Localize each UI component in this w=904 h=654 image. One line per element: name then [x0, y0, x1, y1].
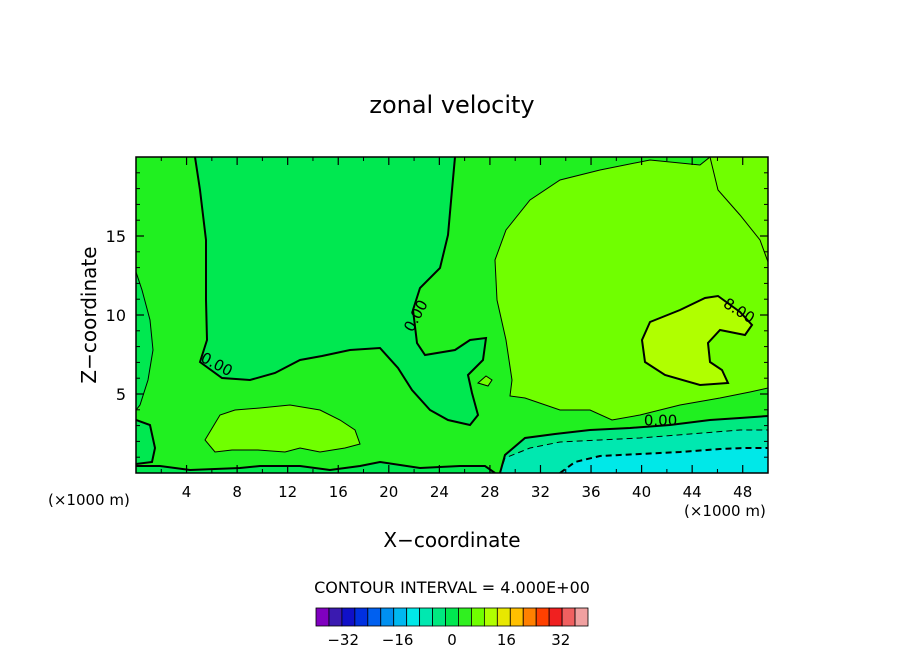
x-tick-label: 12	[278, 483, 297, 501]
colorbar-swatch	[522, 607, 537, 627]
x-tick-label: 48	[733, 483, 752, 501]
colorbar-swatch	[393, 607, 408, 627]
contour-lines	[136, 157, 768, 473]
colorbar-swatch	[406, 607, 421, 627]
colorbar-swatch	[419, 607, 433, 627]
contour-line-four-upper	[709, 157, 768, 263]
colorbar-swatch	[458, 607, 472, 627]
contour-label: 0.00	[644, 412, 677, 430]
x-units-label-right: (×1000 m)	[684, 502, 766, 520]
y-axis-label: Z−coordinate	[77, 246, 101, 383]
x-tick-label: 32	[531, 483, 550, 501]
colorbar-swatch	[341, 607, 356, 627]
x-tick-label: 40	[632, 483, 651, 501]
colorbar-swatch	[561, 607, 576, 627]
colorbar-swatch	[496, 607, 511, 627]
colorbar-swatch	[548, 607, 563, 627]
y-axis: 5 10 15	[106, 172, 768, 458]
colorbar-swatch	[471, 607, 485, 627]
x-tick-label: 20	[379, 483, 398, 501]
colorbar-tick-label: 0	[447, 631, 457, 649]
colorbar-tick-labels: −32 −16 0 16 32	[327, 631, 570, 649]
region-bottom-neg-3	[560, 448, 768, 473]
colorbar-swatch	[328, 607, 343, 627]
colorbar-swatch	[483, 607, 498, 627]
colorbar	[315, 607, 589, 627]
contour-line-neg-eight	[559, 447, 768, 473]
x-tick-label: 8	[232, 483, 242, 501]
contour-line-eight	[640, 294, 754, 387]
region-bottom-strip	[136, 462, 495, 473]
chart-title: zonal velocity	[369, 91, 534, 119]
x-units-label-left: (×1000 m)	[48, 491, 130, 509]
x-tick-label: 28	[480, 483, 499, 501]
x-axis-label: X−coordinate	[383, 528, 520, 552]
x-tick-label: 36	[581, 483, 600, 501]
region-small-blob	[478, 376, 492, 386]
contour-line-zero-main	[194, 157, 488, 427]
colorbar-swatch	[445, 607, 459, 627]
contour-field	[136, 157, 768, 473]
colorbar-tick-label: −16	[382, 631, 414, 649]
contour-line-zero-lower	[499, 415, 768, 473]
region-lower-left-patch	[205, 405, 360, 452]
x-axis: 4 8 12 16 20 24 28 32 36 40 44 48	[160, 157, 752, 501]
region-left-core	[195, 157, 486, 425]
colorbar-swatch	[354, 607, 369, 627]
x-tick-label: 44	[683, 483, 702, 501]
colorbar-tick-label: 16	[497, 631, 516, 649]
colorbar-swatch	[509, 607, 524, 627]
colorbar-swatch	[367, 607, 382, 627]
contour-line-small-blob	[476, 375, 493, 387]
x-tick-label: 16	[329, 483, 348, 501]
contour-line-four	[494, 157, 768, 421]
region-right-max	[642, 296, 752, 385]
colorbar-swatch	[574, 607, 589, 627]
y-tick-label: 15	[106, 227, 126, 246]
y-tick-label: 5	[116, 385, 126, 404]
colorbar-swatch	[315, 607, 330, 627]
y-tick-label: 10	[106, 306, 126, 325]
colorbar-swatch	[380, 607, 395, 627]
contour-interval-text: CONTOUR INTERVAL = 4.000E+00	[314, 578, 590, 597]
region-left-lobe	[136, 420, 155, 464]
x-tick-label: 4	[182, 483, 192, 501]
x-tick-label: 24	[430, 483, 449, 501]
colorbar-tick-label: −32	[327, 631, 359, 649]
colorbar-swatch	[432, 607, 446, 627]
contour-line-patch	[204, 404, 361, 453]
colorbar-tick-label: 32	[551, 631, 570, 649]
contour-line-neg-four	[499, 429, 768, 473]
contour-line-bottom	[136, 460, 496, 473]
contour-line-zero-left	[136, 271, 154, 411]
contour-line-left-lobe	[136, 419, 157, 465]
colorbar-swatch	[535, 607, 550, 627]
